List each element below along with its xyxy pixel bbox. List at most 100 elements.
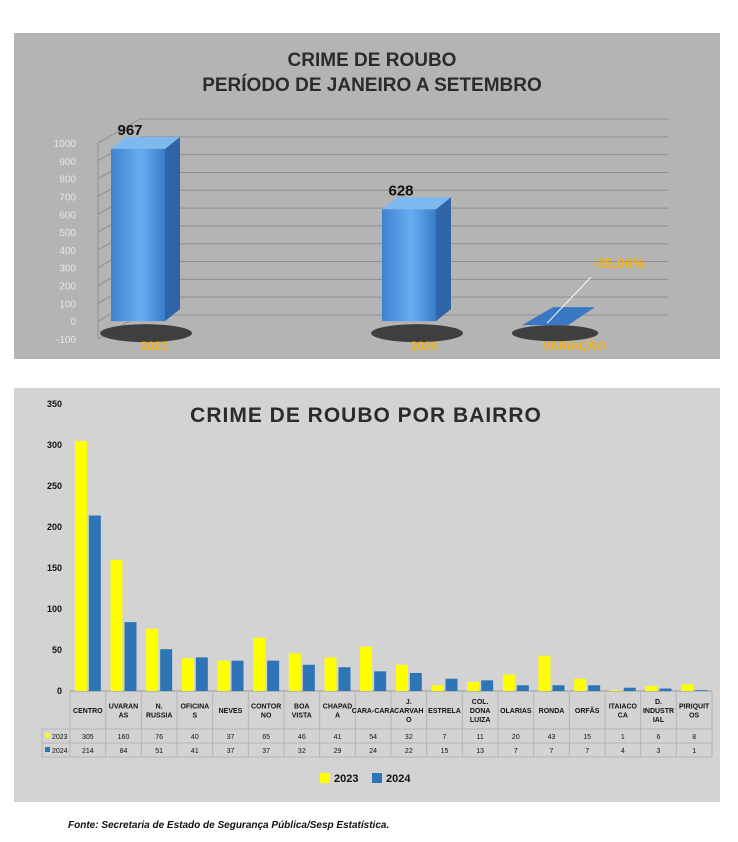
y-tick-label: 600 [59, 210, 76, 221]
bar-2024 [623, 687, 636, 691]
bar-2024 [588, 685, 601, 691]
table-cell: 54 [369, 734, 377, 741]
bar-2023 [74, 440, 87, 691]
bar-2023 [431, 685, 444, 691]
table-cell: 37 [227, 734, 235, 741]
table-cell: 7 [514, 748, 518, 755]
chart-panel-neighborhood: CRIME DE ROUBO POR BAIRRO 0 50 100 150 200 25… [14, 388, 720, 802]
bar-2024 [552, 685, 565, 691]
table-cell: 160 [118, 734, 130, 741]
y-tick-label: 50 [52, 645, 62, 655]
table-cell: 15 [441, 748, 449, 755]
neighborhood-robbery-chart: CRIME DE ROUBO POR BAIRRO 0 50 100 150 200 25… [41, 399, 713, 785]
bar-2023 [574, 678, 587, 691]
bar-2023 [146, 628, 159, 691]
bar-2023 [288, 653, 301, 691]
y-tick-label: 900 [59, 157, 76, 168]
category-label: OLARIAS [500, 708, 532, 715]
legend-key [45, 747, 50, 752]
bar-2023 [181, 658, 194, 691]
table-cell: 24 [369, 748, 377, 755]
category-label: BOA VISTA [292, 704, 312, 720]
category-label: OFICINA S [180, 704, 209, 720]
table-cell: 84 [120, 748, 128, 755]
bar-2023 [502, 674, 515, 691]
y-tick-label: 150 [47, 563, 62, 573]
table-cell: 3 [657, 748, 661, 755]
data-label: -35,06% [593, 255, 646, 271]
bar-2024 [302, 664, 315, 691]
legend-key [45, 733, 50, 738]
bar-2024 [481, 680, 494, 691]
y-tick-label: 500 [59, 228, 76, 239]
legend-swatch [320, 773, 330, 783]
table-cell: 40 [191, 734, 199, 741]
category-label: UVARAN AS [109, 704, 138, 720]
table-cell: 20 [512, 734, 520, 741]
table-cell: 22 [405, 748, 413, 755]
y-tick-label: 200 [59, 282, 76, 293]
bar-2023 [395, 664, 408, 691]
chart-panel-total: CRIME DE ROUBO PERÍODO DE JANEIRO A SETE… [14, 33, 720, 359]
bar-shadow [371, 324, 463, 343]
bar-top [382, 197, 451, 210]
table-cell: 46 [298, 734, 306, 741]
y-tick-label: 800 [59, 175, 76, 186]
bar-2024 [231, 660, 244, 691]
category-label: CENTRO [73, 708, 103, 715]
bar-2024 [338, 667, 351, 691]
table-cell: 41 [334, 734, 342, 741]
y-tick-label: 0 [57, 686, 62, 696]
category-label: 2023 [141, 339, 168, 353]
table-cell: 76 [155, 734, 163, 741]
table-cell: 214 [82, 748, 94, 755]
bar-top [111, 136, 180, 149]
bar-2024 [516, 685, 529, 691]
bar-side [165, 136, 180, 322]
bar-2023 [217, 660, 230, 691]
bar-shadow [511, 325, 599, 342]
table-cell: 37 [227, 748, 235, 755]
bar-variacao [522, 307, 595, 326]
leader-line [546, 276, 592, 324]
bar-2024 [374, 671, 387, 691]
y-tick-label: 250 [47, 481, 62, 491]
y-tick-label: 700 [59, 192, 76, 203]
table-cell: 7 [585, 748, 589, 755]
source-note: Fonte: Secretaria de Estado de Segurança… [68, 820, 390, 831]
chart-title: CRIME DE ROUBO POR BAIRRO [190, 404, 542, 427]
table-cell: 32 [298, 748, 306, 755]
table-cell: 51 [155, 748, 163, 755]
bar-2023 [538, 655, 551, 691]
table-cell: 65 [262, 734, 270, 741]
table-cell: 6 [657, 734, 661, 741]
table-cell: 305 [82, 734, 94, 741]
bar-2024 [88, 515, 101, 691]
table-cell: 32 [405, 734, 413, 741]
y-tick-label: -100 [56, 335, 76, 346]
chart-subtitle: PERÍODO DE JANEIRO A SETEMBRO [202, 74, 542, 96]
table-cell: 1 [692, 748, 696, 755]
bar-2024 [659, 688, 672, 691]
bar-2023 [324, 657, 337, 691]
bar-2024 [195, 657, 208, 691]
y-tick-label: 300 [59, 264, 76, 275]
bar-shadow [100, 324, 192, 343]
row-header: 2024 [52, 748, 68, 755]
category-label: PIRIQUIT OS [679, 704, 710, 720]
bar-2023 [360, 646, 373, 691]
bar-2024 [267, 660, 280, 691]
table-cell: 15 [583, 734, 591, 741]
category-label: 2024 [411, 339, 438, 353]
chart-title: CRIME DE ROUBO [288, 50, 457, 71]
category-label: CHAPAD A [323, 704, 352, 720]
category-label: ITAIACO CA [609, 704, 638, 720]
bar-2024 [382, 209, 436, 322]
table-cell: 11 [477, 734, 484, 741]
y-tick-label: 100 [59, 299, 76, 310]
legend-label: 2023 [334, 773, 358, 785]
bar-2024 [445, 678, 458, 691]
bar-2023 [253, 637, 266, 691]
bar-2023 [609, 690, 622, 691]
table-cell: 41 [191, 748, 199, 755]
